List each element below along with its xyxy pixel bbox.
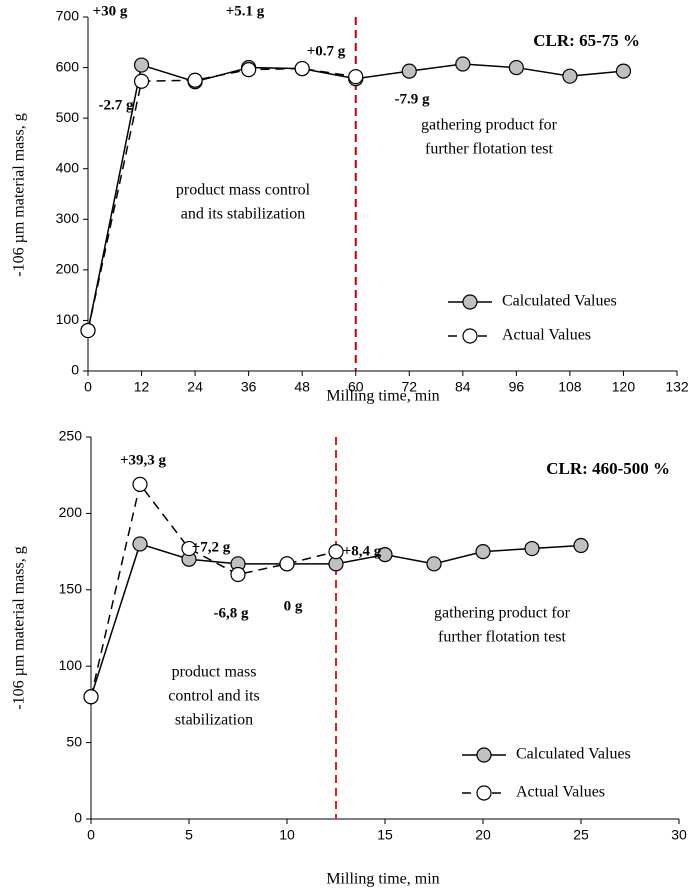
note: further flotation test (438, 629, 567, 646)
legend-marker (462, 294, 478, 310)
x-axis-title: Milling time, min (326, 388, 439, 405)
y-tick-label: 0 (71, 362, 79, 378)
note: product mass control (176, 182, 311, 199)
x-tick-label: 36 (241, 379, 257, 395)
legend-label: Calculated Values (516, 746, 631, 763)
y-tick-label: 250 (59, 428, 83, 444)
annotation: +5.1 g (226, 3, 265, 19)
x-tick-label: 24 (187, 379, 203, 395)
x-tick-label: 72 (401, 379, 417, 395)
x-tick-label: 5 (185, 827, 193, 843)
x-tick-label: 0 (87, 827, 95, 843)
y-tick-label: 100 (59, 657, 83, 673)
legend-marker (476, 785, 492, 801)
y-axis-title: -106 µm material mass, g (11, 546, 28, 709)
x-tick-label: 84 (455, 379, 471, 395)
y-tick-label: 100 (56, 311, 80, 327)
legend-label: Actual Values (516, 784, 605, 801)
x-tick-label: 48 (294, 379, 310, 395)
annotation: +7,2 g (192, 539, 231, 555)
condition-label: CLR: 460-500 % (546, 459, 670, 478)
data-point (133, 73, 150, 89)
x-tick-label: 60 (348, 379, 364, 395)
x-tick-label: 25 (573, 827, 589, 843)
condition-label: CLR: 65-75 % (533, 31, 640, 50)
data-point (455, 56, 471, 72)
data-point (279, 556, 295, 572)
x-tick-label: 15 (377, 827, 393, 843)
x-tick-label: 12 (134, 379, 150, 395)
data-point (241, 61, 257, 78)
note: control and its (168, 688, 260, 705)
note: stabilization (175, 712, 253, 729)
data-point (377, 547, 393, 563)
data-point (524, 540, 540, 557)
annotation: -2.7 g (99, 97, 134, 113)
data-point (83, 689, 99, 705)
y-tick-label: 500 (56, 109, 80, 125)
annotation: -7.9 g (395, 91, 430, 107)
x-axis-title: Milling time, min (326, 871, 439, 888)
annotation: +30 g (93, 3, 128, 19)
series-line (87, 67, 356, 331)
x-tick-label: 120 (612, 379, 636, 395)
data-point (401, 63, 417, 79)
x-tick-label: 30 (671, 827, 687, 843)
x-tick-label: 132 (665, 379, 689, 395)
data-point (230, 566, 246, 583)
y-tick-label: 50 (66, 733, 82, 749)
data-point (328, 543, 344, 560)
data-point (573, 537, 589, 554)
note: further flotation test (425, 141, 554, 158)
y-tick-label: 200 (56, 261, 80, 277)
annotation: +8,4 g (343, 543, 382, 559)
note: and its stabilization (181, 206, 305, 223)
annotation: +39,3 g (120, 452, 167, 468)
y-tick-label: 400 (56, 159, 80, 175)
data-point (562, 68, 578, 84)
data-point (294, 60, 310, 77)
annotation: +0.7 g (307, 43, 346, 59)
y-tick-label: 300 (56, 210, 80, 226)
x-tick-label: 0 (84, 379, 92, 395)
data-point (80, 322, 96, 339)
data-point (615, 63, 632, 79)
data-point (132, 536, 148, 552)
y-tick-label: 0 (74, 810, 82, 826)
y-tick-label: 200 (59, 504, 83, 520)
note: product mass (172, 664, 257, 681)
annotation: 0 g (284, 598, 303, 614)
y-tick-label: 600 (56, 58, 80, 74)
x-tick-label: 108 (558, 379, 582, 395)
legend-marker (476, 747, 492, 763)
legend-marker (462, 328, 478, 344)
x-tick-label: 20 (475, 827, 491, 843)
data-point (508, 59, 524, 76)
data-point (132, 476, 148, 492)
data-point (426, 556, 442, 572)
y-axis-title: -106 µm material mass, g (11, 113, 28, 276)
y-tick-label: 700 (56, 8, 80, 24)
note: gathering product for (434, 605, 571, 622)
x-tick-label: 96 (509, 379, 525, 395)
y-tick-label: 150 (59, 581, 83, 597)
legend-label: Actual Values (502, 327, 591, 344)
data-point (475, 543, 491, 560)
data-point (348, 69, 364, 85)
x-tick-label: 10 (279, 827, 295, 843)
legend-label: Calculated Values (502, 293, 617, 310)
data-point (181, 540, 197, 557)
note: gathering product for (421, 117, 558, 134)
series-line (90, 482, 337, 697)
annotation: -6,8 g (214, 605, 249, 621)
data-point (187, 72, 203, 88)
data-point (133, 57, 150, 73)
